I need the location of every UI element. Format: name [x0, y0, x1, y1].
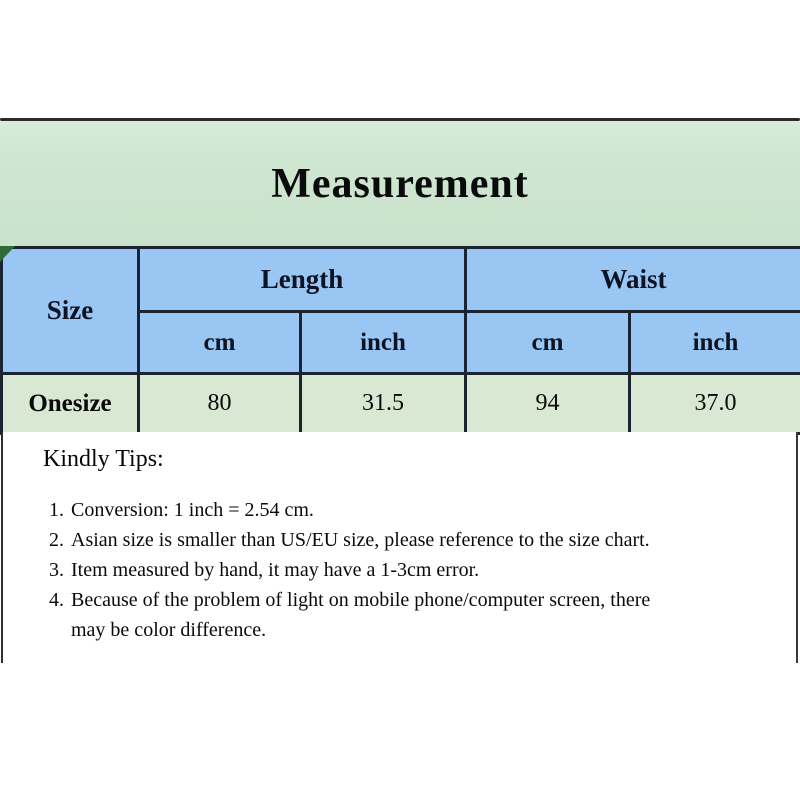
col-header-waist-cm: cm: [464, 310, 631, 375]
waist-cm-value: 94: [464, 372, 631, 435]
measurement-banner: Measurement: [0, 121, 800, 246]
tip-item-3: Item measured by hand, it may have a 1-3…: [69, 555, 687, 585]
table-row-onesize: Onesize 80 31.5 94 37.0: [0, 372, 800, 435]
size-table: Size Length Waist cm inch cm inch Onesiz…: [0, 246, 800, 435]
top-divider-line: [0, 118, 800, 121]
tips-section: Kindly Tips: Conversion: 1 inch = 2.54 c…: [1, 432, 798, 663]
corner-artifact: [0, 246, 15, 262]
length-cm-value: 80: [137, 372, 302, 435]
tip-item-2: Asian size is smaller than US/EU size, p…: [69, 525, 687, 555]
table-header-group-row: Size Length Waist: [0, 246, 800, 375]
table-header-sub-row: cm inch cm inch: [2, 310, 800, 375]
tips-title: Kindly Tips:: [43, 446, 164, 472]
col-group-length: Length: [137, 246, 467, 313]
col-header-size: Size: [0, 246, 140, 375]
tip-item-4: Because of the problem of light on mobil…: [69, 585, 687, 645]
waist-inch-value: 37.0: [627, 372, 800, 435]
col-header-length-inch: inch: [299, 310, 467, 375]
col-group-waist: Waist: [463, 246, 800, 313]
col-header-length-cm: cm: [137, 310, 302, 375]
col-header-waist-inch: inch: [627, 310, 800, 375]
length-inch-value: 31.5: [299, 372, 467, 435]
page-title: Measurement: [271, 160, 529, 207]
size-value: Onesize: [0, 372, 140, 435]
tips-list: Conversion: 1 inch = 2.54 cm. Asian size…: [39, 495, 687, 645]
tip-item-1: Conversion: 1 inch = 2.54 cm.: [69, 495, 687, 525]
